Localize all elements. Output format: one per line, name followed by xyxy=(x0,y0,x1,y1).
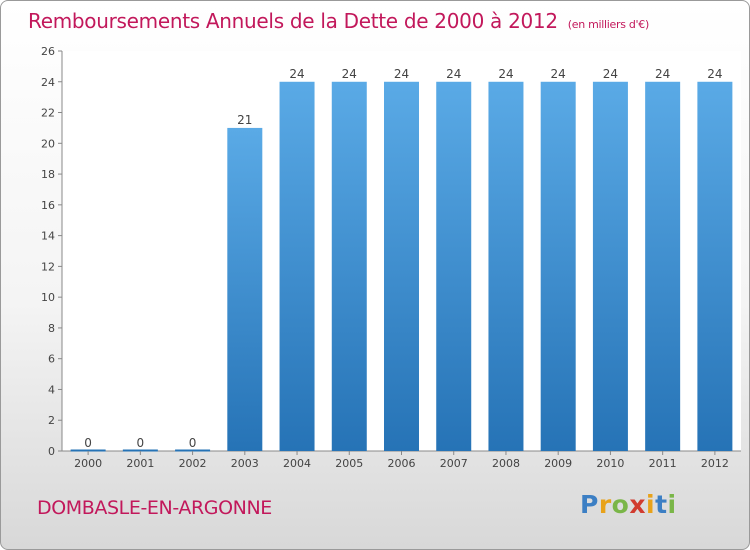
data-label: 0 xyxy=(137,436,145,450)
y-tick-label: 24 xyxy=(41,76,55,89)
data-label: 21 xyxy=(237,113,252,127)
y-tick-label: 20 xyxy=(41,137,55,150)
chart-subtitle: (en milliers d'€) xyxy=(567,18,649,31)
x-tick-label: 2001 xyxy=(126,457,154,470)
x-tick-label: 2011 xyxy=(649,457,677,470)
bar xyxy=(384,81,419,452)
data-label: 24 xyxy=(289,67,304,81)
y-tick-label: 0 xyxy=(48,445,55,458)
y-tick-label: 16 xyxy=(41,199,55,212)
bar xyxy=(488,81,524,452)
logo-letter-o: o xyxy=(611,490,630,519)
x-tick-label: 2000 xyxy=(74,457,102,470)
logo-letter-r: r xyxy=(598,490,612,519)
x-tick-label: 2005 xyxy=(335,457,363,470)
proxiti-logo: Proxiti xyxy=(580,490,677,519)
x-tick-label: 2006 xyxy=(388,457,416,470)
x-tick-label: 2008 xyxy=(492,457,520,470)
y-tick-label: 12 xyxy=(41,260,55,273)
y-tick-label: 8 xyxy=(48,322,55,335)
bar xyxy=(436,81,472,452)
logo-letter-x: x xyxy=(629,490,646,519)
logo-letter-i2: i xyxy=(667,490,677,519)
y-tick-label: 18 xyxy=(41,168,55,181)
x-tick-label: 2012 xyxy=(701,457,729,470)
y-tick-label: 2 xyxy=(48,414,55,427)
y-tick-label: 14 xyxy=(41,230,55,243)
logo-letter-t: t xyxy=(655,490,668,519)
data-label: 24 xyxy=(603,67,618,81)
data-label: 24 xyxy=(446,67,461,81)
data-label: 0 xyxy=(189,436,197,450)
data-label: 0 xyxy=(84,436,92,450)
y-tick-label: 10 xyxy=(41,291,55,304)
bar xyxy=(592,81,628,452)
x-tick-label: 2003 xyxy=(231,457,259,470)
y-tick-label: 22 xyxy=(41,107,55,120)
data-label: 24 xyxy=(498,67,513,81)
x-tick-label: 2004 xyxy=(283,457,311,470)
data-label: 24 xyxy=(551,67,566,81)
x-tick-label: 2009 xyxy=(544,457,572,470)
bar xyxy=(540,81,576,452)
data-label: 24 xyxy=(394,67,409,81)
logo-letter-p: P xyxy=(580,490,599,519)
chart-title-text: Remboursements Annuels de la Dette de 20… xyxy=(28,9,558,33)
bar xyxy=(697,81,733,452)
x-tick-label: 2007 xyxy=(440,457,468,470)
x-tick-label: 2010 xyxy=(596,457,624,470)
data-label: 24 xyxy=(342,67,357,81)
y-tick-label: 4 xyxy=(48,383,55,396)
y-tick-label: 26 xyxy=(41,45,55,58)
bar xyxy=(227,127,263,451)
data-label: 24 xyxy=(655,67,670,81)
bar xyxy=(279,81,315,452)
x-tick-label: 2002 xyxy=(179,457,207,470)
bar xyxy=(645,81,681,452)
town-name: DOMBASLE-EN-ARGONNE xyxy=(37,497,272,519)
chart-title: Remboursements Annuels de la Dette de 20… xyxy=(28,9,649,33)
logo-letter-i1: i xyxy=(646,490,656,519)
data-label: 24 xyxy=(707,67,722,81)
bar xyxy=(331,81,367,452)
y-tick-label: 6 xyxy=(48,353,55,366)
